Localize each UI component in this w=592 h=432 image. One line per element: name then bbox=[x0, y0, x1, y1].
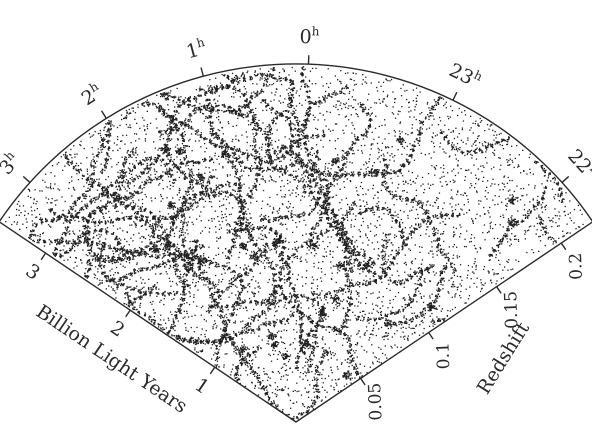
redshift-tick-label: 0.05 bbox=[365, 382, 386, 421]
redshift-tick-label: 0.1 bbox=[433, 342, 454, 370]
ra-tick-label: 1h bbox=[183, 34, 209, 63]
ra-tick-label: 3h bbox=[0, 148, 25, 179]
distance-tick-label: 1 bbox=[191, 374, 213, 399]
redshift-tick-mark bbox=[561, 243, 565, 250]
redshift-tick-label: 0.2 bbox=[566, 252, 587, 280]
distance-tick-mark bbox=[210, 367, 214, 374]
distance-tick-label: 2 bbox=[106, 317, 128, 342]
distance-tick-label: 3 bbox=[22, 260, 44, 285]
redshift-axis-ticks: 0.050.10.150.2 bbox=[361, 243, 587, 421]
redshift-tick-mark bbox=[429, 333, 433, 340]
ra-tick-mark bbox=[453, 92, 457, 100]
distance-axis-title: Billion Light Years bbox=[32, 301, 191, 418]
ra-tick-mark bbox=[102, 111, 107, 119]
distance-tick-mark bbox=[126, 310, 130, 317]
ra-tick-mark bbox=[201, 68, 203, 77]
ra-tick-label: 23h bbox=[446, 57, 486, 93]
ra-tick-mark bbox=[23, 176, 30, 182]
ra-tick-label: 0h bbox=[299, 23, 320, 48]
distance-tick-mark bbox=[41, 253, 45, 260]
ra-tick-label: 2h bbox=[76, 79, 106, 110]
ra-tick-mark bbox=[562, 176, 569, 182]
